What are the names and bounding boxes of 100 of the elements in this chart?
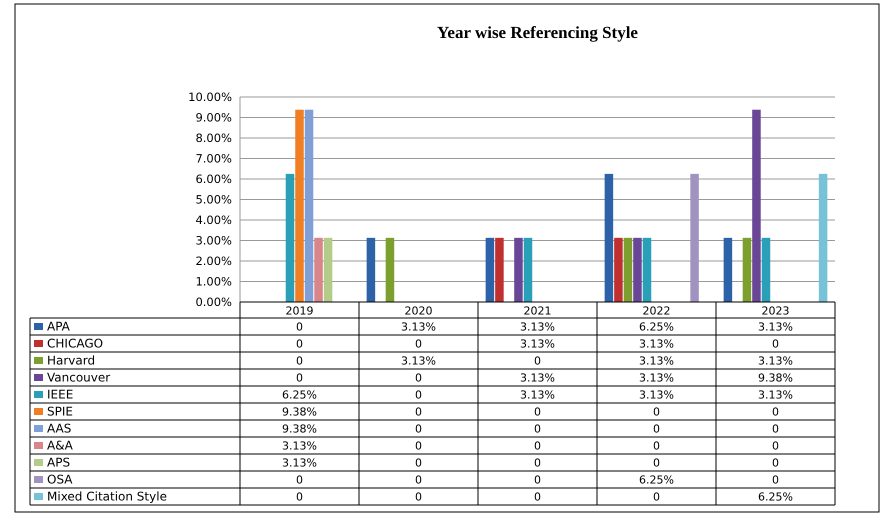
bar	[614, 238, 623, 302]
bar	[818, 174, 828, 302]
bar	[642, 238, 652, 302]
data-label: 3.13%	[401, 354, 436, 368]
data-label: 0	[772, 456, 779, 470]
data-label: 0	[534, 422, 541, 436]
y-tick-label: 6.00%	[195, 172, 232, 186]
data-label: 0	[534, 405, 541, 418]
data-label: 3.13%	[758, 354, 793, 368]
x-tick-label: 2023	[762, 304, 790, 318]
y-tick-label: 0.00%	[195, 295, 232, 310]
y-tick-label: 3.00%	[195, 234, 232, 248]
x-tick-label: 2022	[642, 304, 670, 318]
data-label: 3.13%	[282, 456, 317, 470]
data-label: 3.13%	[758, 388, 793, 402]
data-label: 0	[296, 490, 303, 504]
data-label: 0	[772, 405, 779, 418]
data-label: 0	[296, 473, 303, 486]
bar	[742, 238, 752, 302]
bar	[314, 238, 323, 302]
data-label: 0	[772, 337, 779, 350]
data-label: 0	[772, 422, 779, 436]
bar	[366, 238, 376, 302]
data-label: 0	[415, 422, 422, 436]
bar	[604, 174, 614, 302]
bar	[386, 238, 394, 302]
bar	[762, 238, 770, 302]
data-label: 3.13%	[758, 320, 793, 334]
bar	[624, 238, 632, 302]
data-label: 0	[415, 388, 422, 402]
y-tick-label: 7.00%	[195, 152, 232, 166]
bar	[304, 110, 314, 302]
bar	[514, 238, 523, 302]
data-label: 9.38%	[282, 422, 317, 436]
data-label: 6.25%	[639, 473, 674, 486]
data-label: 3.13%	[520, 337, 555, 350]
legend-label: A&A	[47, 438, 74, 453]
data-label: 3.13%	[520, 371, 555, 384]
bar	[752, 110, 761, 302]
legend-label: OSA	[47, 472, 74, 487]
data-label: 3.13%	[639, 371, 674, 384]
x-tick-label: 2019	[286, 304, 314, 318]
data-label: 0	[534, 354, 541, 368]
data-label: 3.13%	[520, 388, 555, 402]
data-label: 0	[415, 337, 422, 350]
data-label: 0	[772, 473, 779, 486]
legend-label: Mixed Citation Style	[47, 490, 167, 504]
data-label: 0	[415, 490, 422, 504]
data-label: 0	[534, 473, 541, 486]
data-label: 6.25%	[639, 320, 674, 334]
bar	[286, 174, 294, 302]
data-label: 0	[534, 439, 541, 452]
y-tick-label: 1.00%	[195, 274, 232, 289]
data-label: 0	[415, 439, 422, 452]
x-tick-label: 2021	[524, 304, 552, 318]
legend-label: SPIE	[47, 404, 73, 419]
data-label: 0	[296, 354, 303, 368]
data-label: 6.25%	[758, 490, 793, 504]
data-label: 6.25%	[282, 388, 317, 402]
data-label: 0	[653, 422, 660, 436]
data-label: 0	[653, 456, 660, 470]
y-tick-label: 2.00%	[195, 254, 232, 268]
y-tick-label: 8.00%	[195, 131, 232, 146]
bar	[690, 174, 699, 302]
data-label: 0	[534, 490, 541, 504]
data-label: 0	[653, 490, 660, 504]
data-label: 0	[415, 456, 422, 470]
data-label: 0	[415, 405, 422, 418]
bar	[633, 238, 642, 302]
legend-label: IEEE	[47, 388, 74, 402]
bar	[324, 238, 332, 302]
data-label: 0	[653, 405, 660, 418]
data-label: 0	[415, 371, 422, 384]
x-tick-label: 2020	[404, 304, 432, 318]
data-label: 9.38%	[282, 405, 317, 418]
data-label: 3.13%	[520, 320, 555, 334]
y-tick-label: 9.00%	[195, 110, 232, 125]
data-label: 3.13%	[639, 354, 674, 368]
data-label: 0	[296, 337, 303, 350]
data-label: 9.38%	[758, 371, 793, 384]
chart-title: Year wise Referencing Style	[437, 23, 638, 42]
y-tick-label: 5.00%	[195, 192, 232, 207]
data-label: 3.13%	[639, 388, 674, 402]
data-label: 0	[534, 456, 541, 470]
bar	[495, 238, 504, 302]
legend-label: APS	[47, 456, 70, 470]
bar	[724, 238, 732, 302]
bar	[295, 110, 304, 302]
y-tick-label: 4.00%	[195, 213, 232, 228]
bar	[486, 238, 494, 302]
data-label: 0	[653, 439, 660, 452]
legend-label: Vancouver	[47, 370, 110, 385]
data-label: 3.13%	[401, 320, 436, 334]
legend-label: CHICAGO	[47, 336, 104, 351]
data-label: 0	[296, 371, 303, 384]
data-label: 0	[772, 439, 779, 452]
data-label: 0	[415, 473, 422, 486]
y-tick-label: 10.00%	[188, 90, 232, 104]
legend-label: Harvard	[47, 354, 96, 368]
data-label: 3.13%	[282, 439, 317, 452]
